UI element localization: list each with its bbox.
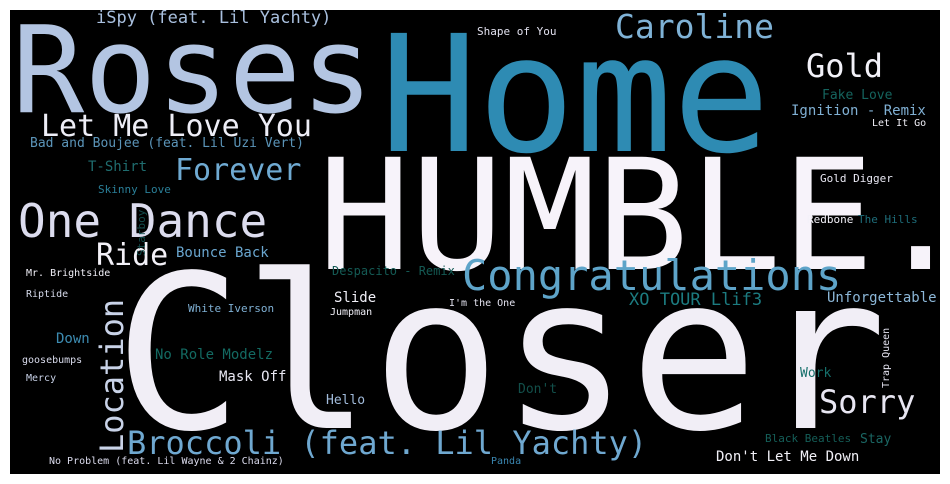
- word-xo-tour-llif3: XO TOUR Llif3: [629, 290, 763, 310]
- word-bad-and-boujee: Bad and Boujee (feat. Lil Uzi Vert): [30, 136, 304, 151]
- word-panda: Panda: [491, 456, 522, 467]
- word-im-the-one: I'm the One: [449, 298, 516, 309]
- word-t-shirt: T-Shirt: [88, 159, 148, 175]
- word-bounce-back: Bounce Back: [176, 245, 269, 261]
- word-broccoli: Broccoli (feat. Lil Yachty): [127, 424, 648, 462]
- word-location: Location: [93, 298, 131, 453]
- word-ispy: iSpy (feat. Lil Yachty): [96, 10, 332, 28]
- word-sorry: Sorry: [819, 383, 916, 421]
- word-let-it-go: Let It Go: [872, 118, 927, 129]
- word-despacito-remix: Despacito - Remix: [332, 264, 455, 278]
- word-one-dance: One Dance: [18, 194, 268, 248]
- word-redbone: Redbone: [807, 213, 854, 226]
- word-trap-queen: Trap Queen: [881, 327, 892, 388]
- word-mr-brightside: Mr. Brightside: [26, 268, 111, 279]
- word-caroline: Caroline: [615, 10, 774, 46]
- word-unforgettable: Unforgettable: [827, 290, 937, 306]
- word-forever: Forever: [175, 153, 302, 188]
- word-starboy: Starboy: [135, 209, 148, 256]
- word-the-hills: The Hills: [858, 213, 918, 226]
- word-gold: Gold: [806, 47, 884, 85]
- word-closer: Closer: [114, 230, 888, 474]
- word-riptide: Riptide: [26, 289, 69, 300]
- word-let-me-love-you: Let Me Love You: [41, 109, 312, 144]
- word-black-beatles: Black Beatles: [765, 432, 852, 445]
- word-dont-let-me-down: Don't Let Me Down: [716, 449, 860, 465]
- word-white-iverson: White Iverson: [188, 302, 275, 315]
- word-down: Down: [56, 331, 90, 347]
- word-skinny-love: Skinny Love: [98, 183, 171, 196]
- word-jumpman: Jumpman: [330, 307, 373, 318]
- word-gold-digger: Gold Digger: [820, 172, 893, 185]
- word-home: Home: [380, 10, 771, 190]
- word-mercy: Mercy: [26, 373, 57, 384]
- word-mask-off: Mask Off: [219, 369, 287, 385]
- word-ride: Ride: [96, 238, 169, 273]
- word-work: Work: [800, 366, 832, 381]
- word-goosebumps: goosebumps: [22, 355, 83, 366]
- word-humble: HUMBLE.: [318, 127, 940, 306]
- word-congratulations: Congratulations: [462, 251, 842, 300]
- word-no-problem: No Problem (feat. Lil Wayne & 2 Chainz): [49, 456, 284, 467]
- word-shape-of-you: Shape of You: [477, 25, 557, 38]
- word-cloud: Closer HUMBLE. Home Roses Congratulation…: [10, 10, 940, 474]
- word-stay: Stay: [860, 432, 892, 447]
- word-fake-love: Fake Love: [822, 88, 893, 103]
- word-ignition-remix: Ignition - Remix: [791, 103, 926, 119]
- word-roses: Roses: [12, 10, 374, 141]
- word-dont: Don't: [518, 382, 558, 397]
- word-slide: Slide: [334, 290, 377, 306]
- word-no-role-modelz: No Role Modelz: [155, 347, 274, 363]
- word-hello: Hello: [326, 393, 366, 408]
